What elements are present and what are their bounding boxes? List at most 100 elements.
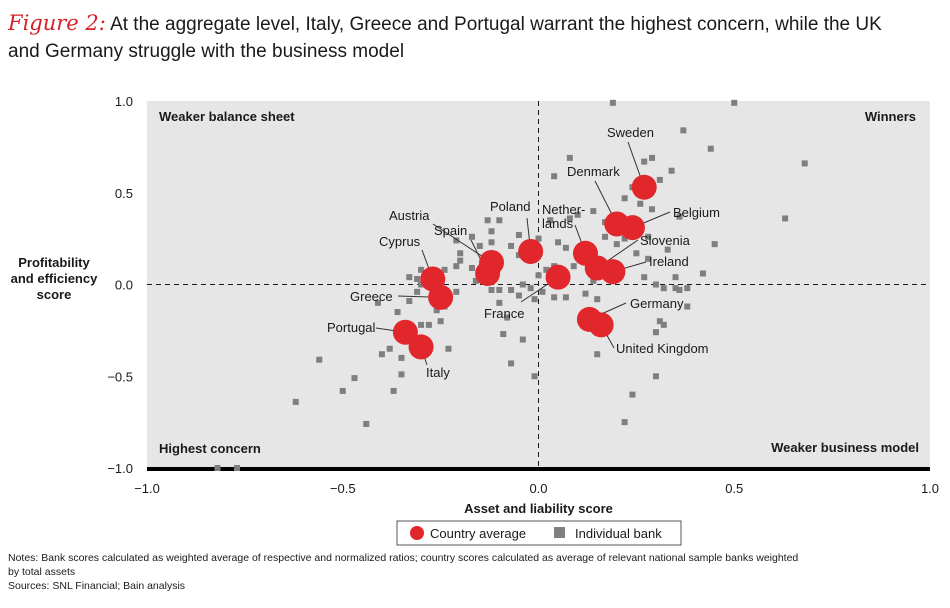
individual-bank-marker (476, 242, 483, 249)
country-average-marker (600, 259, 626, 285)
individual-bank-marker (574, 211, 581, 218)
individual-bank-marker (437, 318, 444, 325)
country-label-line: lands (542, 216, 574, 231)
individual-bank-marker (453, 263, 460, 270)
country-label: Belgium (673, 205, 720, 220)
individual-bank-marker (414, 288, 421, 295)
quadrant-label-bottom-right: Weaker business model (771, 440, 919, 455)
individual-bank-marker (664, 246, 671, 253)
individual-bank-marker (292, 398, 299, 405)
country-label: Sweden (607, 125, 654, 140)
individual-bank-marker (535, 272, 542, 279)
individual-bank-marker (621, 195, 628, 202)
individual-bank-marker (801, 160, 808, 167)
x-tick-label: 0.5 (725, 481, 743, 496)
individual-bank-marker (378, 351, 385, 358)
country-label: Portugal (327, 320, 376, 335)
individual-bank-marker (496, 299, 503, 306)
country-label: Greece (350, 289, 393, 304)
individual-bank-marker (418, 281, 425, 288)
individual-bank-marker (566, 215, 573, 222)
country-average-marker (631, 174, 657, 200)
individual-bank-marker (602, 233, 609, 240)
individual-bank-marker (418, 321, 425, 328)
individual-bank-marker (508, 360, 515, 367)
x-tick-label: −1.0 (134, 481, 160, 496)
y-tick-label: 0.0 (115, 278, 133, 293)
individual-bank-marker (543, 266, 550, 273)
y-tick-label: 1.0 (115, 94, 133, 109)
individual-bank-marker (515, 292, 522, 299)
individual-bank-marker (508, 242, 515, 249)
individual-bank-marker (582, 290, 589, 297)
individual-bank-marker (641, 158, 648, 165)
country-average-marker (475, 260, 501, 286)
individual-bank-marker (453, 237, 460, 244)
country-label: Ireland (649, 254, 689, 269)
individual-bank-marker (613, 241, 620, 248)
individual-bank-marker (645, 233, 652, 240)
quadrant-label-bottom-left: Highest concern (159, 441, 261, 456)
individual-bank-marker (594, 296, 601, 303)
x-axis-title: Asset and liability score (464, 501, 613, 516)
individual-bank-marker (676, 287, 683, 294)
sources-line: Sources: SNL Financial; Bain analysis (8, 580, 186, 592)
individual-bank-marker (551, 173, 558, 180)
legend-country-marker (410, 526, 424, 540)
figure-title-line1: At the aggregate level, Italy, Greece an… (110, 14, 882, 35)
country-label: Nether-lands (542, 202, 585, 231)
y-tick-label: −1.0 (107, 461, 133, 476)
quadrant-label-top-left: Weaker balance sheet (159, 109, 295, 124)
individual-bank-marker (457, 257, 464, 264)
individual-bank-marker (398, 354, 405, 361)
individual-bank-marker (351, 375, 358, 382)
country-average-marker (619, 215, 645, 241)
individual-bank-marker (214, 465, 221, 471)
individual-bank-marker (668, 167, 675, 174)
country-label: France (484, 306, 524, 321)
individual-bank-marker (562, 294, 569, 301)
individual-bank-marker (386, 345, 393, 352)
individual-bank-marker (699, 270, 706, 277)
individual-bank-marker (711, 241, 718, 248)
legend-box (396, 520, 682, 546)
individual-bank-marker (406, 274, 413, 281)
country-average-marker (428, 284, 454, 310)
country-label: Austria (389, 208, 430, 223)
individual-bank-marker (394, 309, 401, 316)
individual-bank-marker (680, 127, 687, 134)
individual-bank-marker (555, 239, 562, 246)
individual-bank-marker (508, 287, 515, 294)
individual-bank-marker (519, 336, 526, 343)
notes-line1: Notes: Bank scores calculated as weighte… (8, 552, 799, 564)
individual-bank-marker (731, 99, 738, 106)
individual-bank-marker (782, 215, 789, 222)
country-label: Germany (630, 296, 684, 311)
x-tick-label: −0.5 (330, 481, 356, 496)
individual-bank-marker (390, 387, 397, 394)
individual-bank-marker (590, 208, 597, 215)
figure-title: Figure 2: At the aggregate level, Italy,… (8, 10, 943, 65)
country-label: Cyprus (379, 234, 421, 249)
individual-bank-marker (531, 373, 538, 380)
individual-bank-marker (645, 255, 652, 262)
individual-bank-marker (562, 244, 569, 251)
individual-bank-marker (519, 281, 526, 288)
individual-bank-marker (468, 264, 475, 271)
legend-bank-marker (554, 527, 565, 538)
individual-bank-marker (649, 154, 656, 161)
individual-bank-marker (672, 274, 679, 281)
notes: Notes: Bank scores calculated as weighte… (8, 551, 943, 593)
figure-title-line2: and Germany struggle with the business m… (8, 41, 405, 62)
individual-bank-marker (684, 303, 691, 310)
figure-label: Figure 2: (8, 11, 106, 35)
individual-bank-marker (621, 419, 628, 426)
country-label-line: Nether- (542, 202, 585, 217)
individual-bank-marker (488, 239, 495, 246)
individual-bank-marker (649, 206, 656, 213)
country-average-marker (545, 264, 571, 290)
individual-bank-marker (566, 154, 573, 161)
country-label: Slovenia (640, 233, 691, 248)
y-tick-label: −0.5 (107, 369, 133, 384)
individual-bank-marker (504, 314, 511, 321)
